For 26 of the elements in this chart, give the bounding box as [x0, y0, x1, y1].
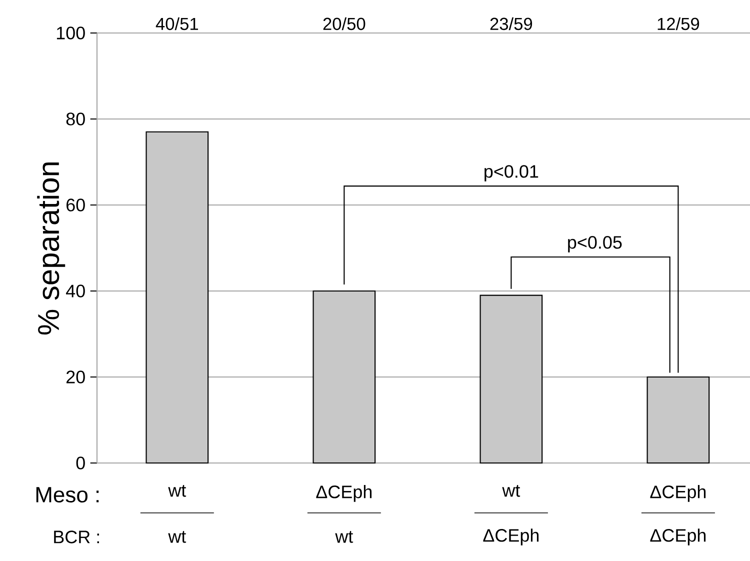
y-axis-title: % separation: [37, 162, 66, 334]
text: 12/59: [658, 17, 700, 30]
text: 23/59: [490, 17, 532, 30]
text: 20/50: [323, 17, 366, 30]
x-tick-label: wt: [502, 485, 520, 497]
bar: [146, 131, 209, 464]
text: ΔCEph: [483, 528, 539, 546]
text: ΔCEph: [650, 528, 706, 546]
bar: [312, 290, 376, 464]
y-tick-label: 100: [56, 26, 85, 40]
text: wt: [168, 531, 186, 543]
y-tick-label: 20: [66, 370, 85, 384]
x-tick-label: ΔCEph: [650, 485, 706, 502]
annotation: p<0.05: [568, 236, 622, 252]
x-tick-label: ΔCEph: [316, 485, 372, 502]
text: BCR :: [54, 530, 99, 544]
bar: [646, 376, 710, 464]
y-tick-label: 60: [66, 198, 85, 212]
annotation: p<0.01: [484, 165, 538, 182]
text: 40/51: [156, 17, 198, 30]
y-tick-label: 40: [66, 284, 85, 298]
x-tick-label: wt: [168, 485, 186, 497]
y-tick-label: 0: [76, 456, 85, 470]
y-tick-label: 80: [66, 112, 85, 126]
text: wt: [335, 531, 354, 543]
text: Meso :: [36, 487, 99, 502]
